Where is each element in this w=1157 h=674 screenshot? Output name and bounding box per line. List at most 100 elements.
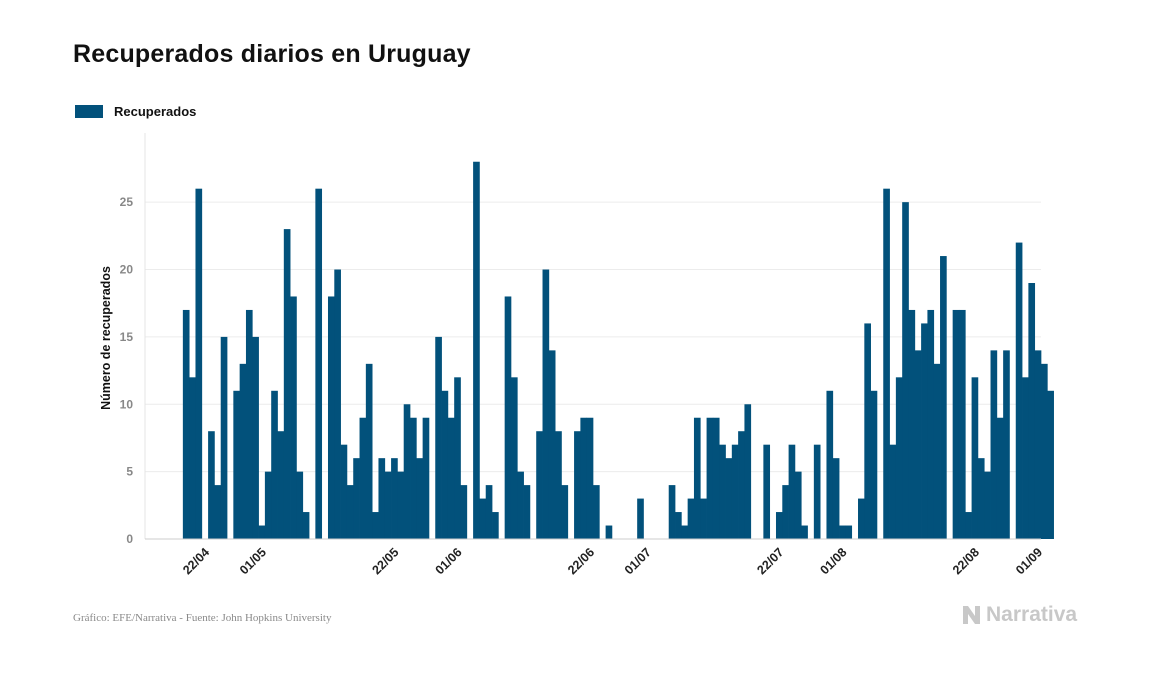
bar — [883, 188, 890, 539]
bar — [334, 269, 341, 539]
bar — [889, 444, 897, 539]
bar — [391, 458, 398, 539]
bar — [763, 444, 771, 539]
bar — [813, 444, 821, 539]
bar — [794, 471, 802, 539]
bar — [296, 471, 304, 539]
bar — [264, 471, 272, 539]
bar — [378, 458, 386, 539]
bar — [397, 471, 405, 539]
bar — [403, 404, 411, 539]
bar — [952, 309, 960, 539]
x-ticks: 22/04 01/05 22/05 01/06 22/06 01/07 22/07 01/08… — [180, 545, 1045, 577]
bar — [523, 485, 531, 539]
bar — [252, 336, 259, 539]
x-tick-label: 01/05 — [237, 545, 269, 577]
bar — [965, 512, 972, 539]
bar — [668, 485, 676, 539]
legend-label: Recuperados — [114, 104, 197, 119]
y-tick-label: 15 — [120, 330, 134, 344]
bar — [460, 485, 468, 539]
bar — [548, 350, 556, 539]
chart-title: Recuperados diarios en Uruguay — [73, 40, 471, 68]
bar — [1022, 377, 1029, 539]
bar — [1015, 242, 1023, 539]
bar — [479, 498, 487, 539]
x-tick-label: 01/08 — [817, 545, 849, 577]
y-ticks: 0 5 10 15 20 25 — [120, 195, 134, 546]
bar — [593, 485, 600, 539]
bar — [346, 485, 354, 539]
bar — [782, 485, 789, 539]
bar — [675, 512, 682, 539]
legend: Recuperados — [75, 104, 196, 119]
bar — [725, 458, 733, 539]
y-tick-label: 10 — [120, 397, 134, 411]
bar — [1047, 390, 1054, 539]
y-tick-label: 0 — [126, 532, 133, 546]
y-tick-label: 5 — [126, 465, 133, 479]
bar — [845, 525, 853, 539]
bar — [416, 458, 423, 539]
bar — [410, 417, 417, 539]
x-tick-label: 01/09 — [1013, 545, 1045, 577]
bar — [580, 417, 588, 539]
narrativa-icon — [963, 606, 980, 624]
bar — [977, 458, 985, 539]
x-tick-label: 01/07 — [622, 545, 654, 577]
bar — [504, 296, 512, 539]
bar — [990, 350, 998, 539]
bar — [435, 336, 442, 539]
bar — [681, 525, 688, 539]
x-tick-label: 22/05 — [369, 545, 401, 577]
bars — [182, 161, 1054, 539]
bar — [492, 512, 499, 539]
source-credit: Gráfico: EFE/Narrativa - Fuente: John Ho… — [73, 612, 332, 624]
bar — [775, 512, 783, 539]
bar — [870, 390, 878, 539]
bar — [189, 377, 196, 539]
bar — [208, 431, 215, 539]
bar — [182, 309, 190, 539]
bar — [738, 431, 745, 539]
y-axis-label: Número de recuperados — [99, 266, 113, 410]
x-tick-label: 22/06 — [565, 545, 597, 577]
bar — [864, 323, 871, 539]
bar — [536, 431, 543, 539]
x-tick-label: 22/04 — [180, 545, 212, 577]
bar — [637, 498, 644, 539]
bar — [693, 417, 701, 539]
bar — [927, 309, 935, 539]
legend-swatch — [75, 105, 103, 118]
y-tick-label: 25 — [120, 195, 134, 209]
bar — [422, 417, 430, 539]
bar — [687, 498, 695, 539]
bar — [605, 525, 613, 539]
bar — [700, 498, 707, 539]
x-tick-label: 22/07 — [754, 545, 786, 577]
bar — [485, 485, 493, 539]
bar — [706, 417, 714, 539]
bar — [561, 485, 569, 539]
bar — [788, 444, 796, 539]
brand-logo: Narrativa — [963, 603, 1077, 627]
bar — [327, 296, 335, 539]
bar — [984, 471, 991, 539]
bar — [258, 525, 266, 539]
x-tick-label: 22/08 — [950, 545, 982, 577]
bar — [1028, 283, 1036, 539]
bar — [195, 188, 203, 539]
bar — [365, 363, 373, 539]
bar — [933, 363, 941, 539]
bar — [908, 309, 916, 539]
bar — [1041, 363, 1048, 539]
bar — [574, 431, 581, 539]
bar — [384, 471, 392, 539]
bar — [719, 444, 726, 539]
bar — [555, 431, 562, 539]
bar — [441, 390, 449, 539]
bar — [902, 202, 909, 539]
bar — [302, 512, 310, 539]
bar — [958, 309, 966, 539]
bar — [454, 377, 461, 539]
